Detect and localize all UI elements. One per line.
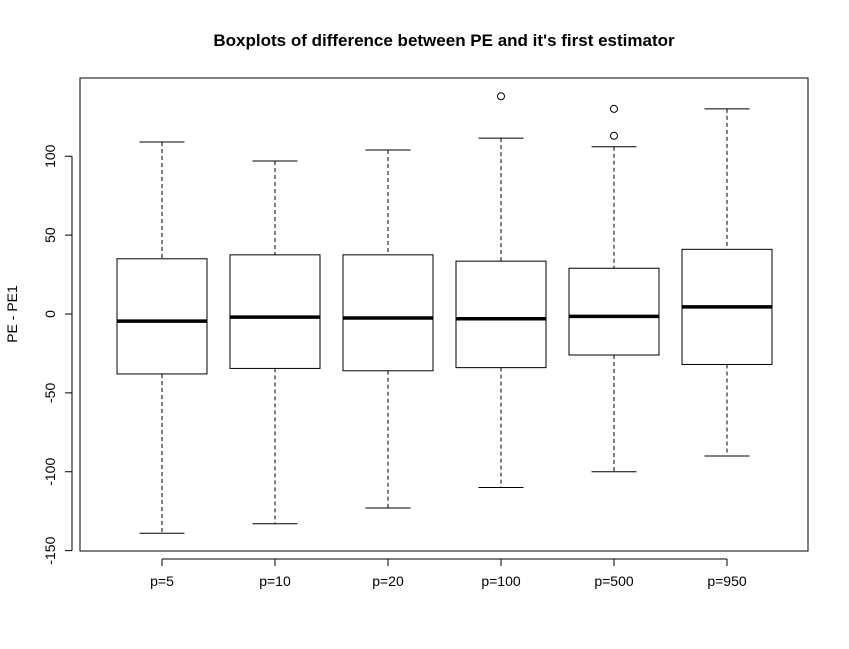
iqr-box bbox=[455, 260, 547, 369]
iqr-box bbox=[568, 267, 660, 356]
box-p=5 bbox=[116, 141, 208, 534]
outlier-point bbox=[497, 92, 505, 101]
y-tick-label: 50 bbox=[42, 227, 58, 243]
outlier-point bbox=[610, 104, 618, 113]
y-tick-label: -100 bbox=[42, 458, 58, 486]
x-tick-label: p=950 bbox=[707, 573, 747, 589]
x-tick-label: p=100 bbox=[481, 573, 521, 589]
box-p=20 bbox=[342, 149, 434, 509]
iqr-box bbox=[342, 254, 434, 372]
iqr-box bbox=[116, 258, 208, 375]
x-tick-label: p=20 bbox=[372, 573, 404, 589]
y-tick-label: -50 bbox=[42, 383, 58, 403]
y-tick-label: 100 bbox=[42, 144, 58, 168]
chart-title: Boxplots of difference between PE and it… bbox=[213, 31, 675, 50]
outlier-point bbox=[610, 131, 618, 140]
boxes-group bbox=[116, 92, 773, 534]
x-tick-label: p=5 bbox=[150, 573, 174, 589]
x-tick-label: p=500 bbox=[594, 573, 634, 589]
y-axis-label: PE - PE1 bbox=[4, 285, 20, 343]
y-axis: -150 -100 -50 0 50 100 bbox=[42, 144, 73, 565]
x-tick-label: p=10 bbox=[259, 573, 291, 589]
iqr-box bbox=[229, 254, 321, 369]
box-p=100 bbox=[455, 92, 547, 489]
x-axis: p=5 p=10 p=20 p=100 p=500 p=950 bbox=[150, 558, 747, 589]
box-p=950 bbox=[681, 108, 773, 457]
box-p=500 bbox=[568, 104, 660, 473]
y-tick-label: -150 bbox=[42, 536, 58, 564]
box-p=10 bbox=[229, 160, 321, 525]
plot-frame bbox=[79, 77, 809, 552]
y-tick-label: 0 bbox=[42, 310, 58, 318]
